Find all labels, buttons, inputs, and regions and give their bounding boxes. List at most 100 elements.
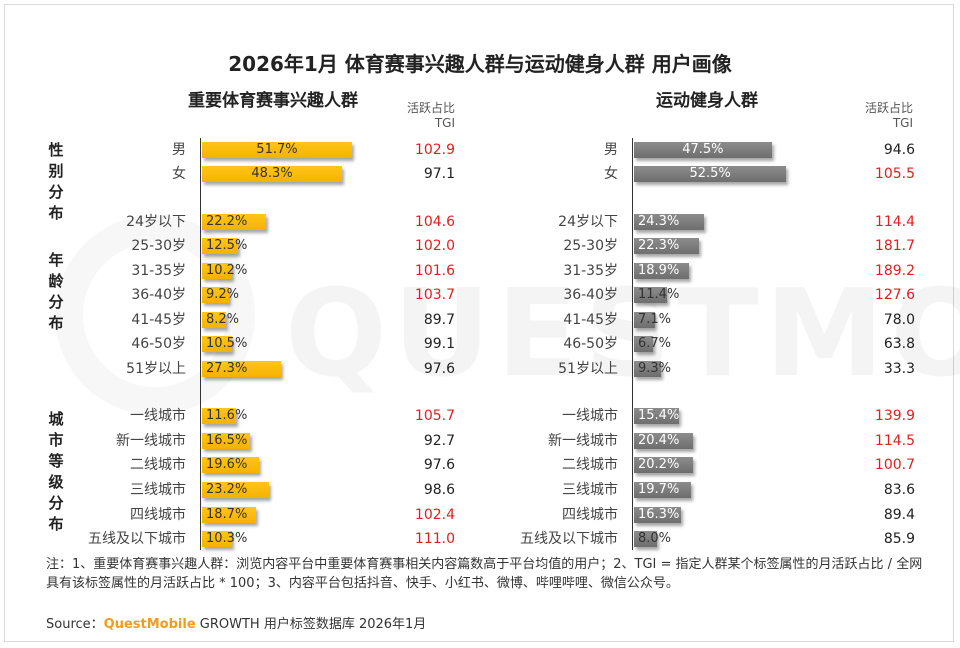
right-bar-value-label: 11.4%	[638, 287, 680, 302]
right-tgi-header-line1: 活跃占比	[864, 101, 913, 115]
group-label-char: 分	[48, 494, 64, 512]
right-category-label: 二线城市	[562, 457, 618, 473]
right-bar-value-label: 7.1%	[638, 312, 672, 327]
right-bar	[634, 287, 668, 303]
group-label-char: 等	[48, 452, 64, 470]
right-category-label: 36-40岁	[563, 287, 618, 303]
left-bar-value-label: 51.7%	[256, 142, 298, 157]
right-bar-value-label: 22.3%	[638, 238, 680, 253]
group-label-char: 分	[48, 183, 64, 201]
left-tgi-value: 111.0	[414, 531, 455, 547]
right-tgi-value: 181.7	[874, 238, 915, 254]
right-category-label: 25-30岁	[563, 238, 618, 254]
footnote: 注：1、重要体育赛事兴趣人群：浏览内容平台中重要体育赛事相关内容篇数高于平台均值…	[46, 557, 923, 591]
left-category-label: 46-50岁	[131, 336, 186, 352]
right-bar-value-label: 20.2%	[638, 457, 680, 472]
left-tgi-value: 101.6	[414, 263, 455, 279]
right-bar	[634, 457, 693, 473]
right-bar-value-label: 20.4%	[638, 433, 680, 448]
right-panel-title: 运动健身人群	[656, 91, 758, 111]
left-category-label: 五线及以下城市	[88, 531, 186, 547]
left-tgi-value: 89.7	[423, 312, 455, 328]
right-tgi-value: 78.0	[883, 312, 915, 328]
left-category-label: 女	[172, 166, 186, 182]
right-tgi-value: 85.9	[883, 531, 915, 547]
left-bar-value-label: 16.5%	[206, 433, 248, 448]
right-tgi-value: 127.6	[874, 287, 915, 303]
right-tgi-value: 94.6	[883, 142, 915, 158]
left-axis-line	[200, 138, 201, 550]
right-category-label: 新一线城市	[548, 433, 618, 449]
right-tgi-value: 189.2	[874, 263, 915, 279]
right-bar	[634, 263, 689, 279]
left-tgi-value: 98.6	[423, 482, 455, 498]
left-tgi-value: 104.6	[414, 214, 455, 230]
source-prefix: Source：	[46, 617, 104, 632]
right-bar	[634, 507, 682, 523]
chart-title: 2026年1月 体育赛事兴趣人群与运动健身人群 用户画像	[228, 52, 732, 76]
left-bar	[202, 482, 270, 498]
right-bar-value-label: 18.9%	[638, 263, 680, 278]
left-bar-value-label: 9.2%	[206, 287, 240, 302]
right-bar-value-label: 9.3%	[638, 361, 672, 376]
right-bar	[634, 166, 787, 182]
group-label-char: 级	[48, 473, 64, 491]
right-category-label: 三线城市	[562, 482, 618, 498]
left-tgi-value: 97.6	[423, 361, 455, 377]
right-bar	[634, 238, 699, 254]
left-bar	[202, 166, 343, 182]
right-category-label: 五线及以下城市	[520, 531, 618, 547]
left-bar	[202, 287, 229, 303]
right-bar	[634, 482, 692, 498]
left-bar-value-label: 27.3%	[206, 361, 248, 376]
group-label-char: 布	[48, 314, 64, 332]
right-category-label: 46-50岁	[563, 336, 618, 352]
right-bar	[634, 336, 654, 352]
left-category-label: 三线城市	[130, 482, 186, 498]
left-bar	[202, 214, 267, 230]
group-label: 城市等级分布	[46, 409, 66, 535]
left-category-label: 二线城市	[130, 457, 186, 473]
right-tgi-header-line2: TGI	[892, 116, 913, 130]
left-category-label: 四线城市	[130, 507, 186, 523]
right-bar	[634, 531, 658, 547]
left-category-label: 36-40岁	[131, 287, 186, 303]
left-panel-title: 重要体育赛事兴趣人群	[188, 91, 358, 111]
left-bar	[202, 336, 233, 352]
group-label-char: 性	[48, 141, 64, 159]
left-tgi-value: 92.7	[423, 433, 455, 449]
right-bar-value-label: 15.4%	[638, 408, 680, 423]
left-bar-value-label: 23.2%	[206, 482, 248, 497]
right-tgi-value: 114.4	[874, 214, 915, 230]
left-tgi-header-line2: TGI	[434, 116, 455, 130]
left-bar	[202, 507, 257, 523]
right-bar	[634, 142, 772, 158]
right-tgi-value: 114.5	[874, 433, 915, 449]
right-bar-value-label: 24.3%	[638, 214, 680, 229]
left-bar-value-label: 12.5%	[206, 238, 248, 253]
right-bar-value-label: 47.5%	[682, 142, 724, 157]
right-bar-value-label: 16.3%	[638, 507, 680, 522]
right-bar-value-label: 52.5%	[689, 166, 731, 181]
right-bar	[634, 312, 655, 328]
left-category-label: 24岁以下	[126, 214, 186, 230]
left-bar-value-label: 18.7%	[206, 507, 248, 522]
left-tgi-value: 103.7	[414, 287, 455, 303]
right-tgi-value: 63.8	[883, 336, 915, 352]
left-tgi-value: 97.1	[423, 166, 455, 182]
left-tgi-header: 活跃占比 TGI	[380, 101, 455, 131]
left-category-label: 41-45岁	[131, 312, 186, 328]
left-category-label: 一线城市	[130, 408, 186, 424]
left-bar	[202, 142, 352, 158]
chart-frame	[4, 4, 954, 642]
right-bar-value-label: 6.7%	[638, 336, 672, 351]
right-category-label: 31-35岁	[563, 263, 618, 279]
right-axis-line	[632, 138, 633, 550]
group-label-char: 布	[48, 515, 64, 533]
group-label-char: 龄	[48, 272, 64, 290]
left-tgi-value: 102.4	[414, 507, 455, 523]
source-suffix: GROWTH 用户标签数据库 2026年1月	[195, 617, 427, 632]
right-category-label: 四线城市	[562, 507, 618, 523]
left-tgi-header-line1: 活跃占比	[406, 101, 455, 115]
right-tgi-value: 100.7	[874, 457, 915, 473]
